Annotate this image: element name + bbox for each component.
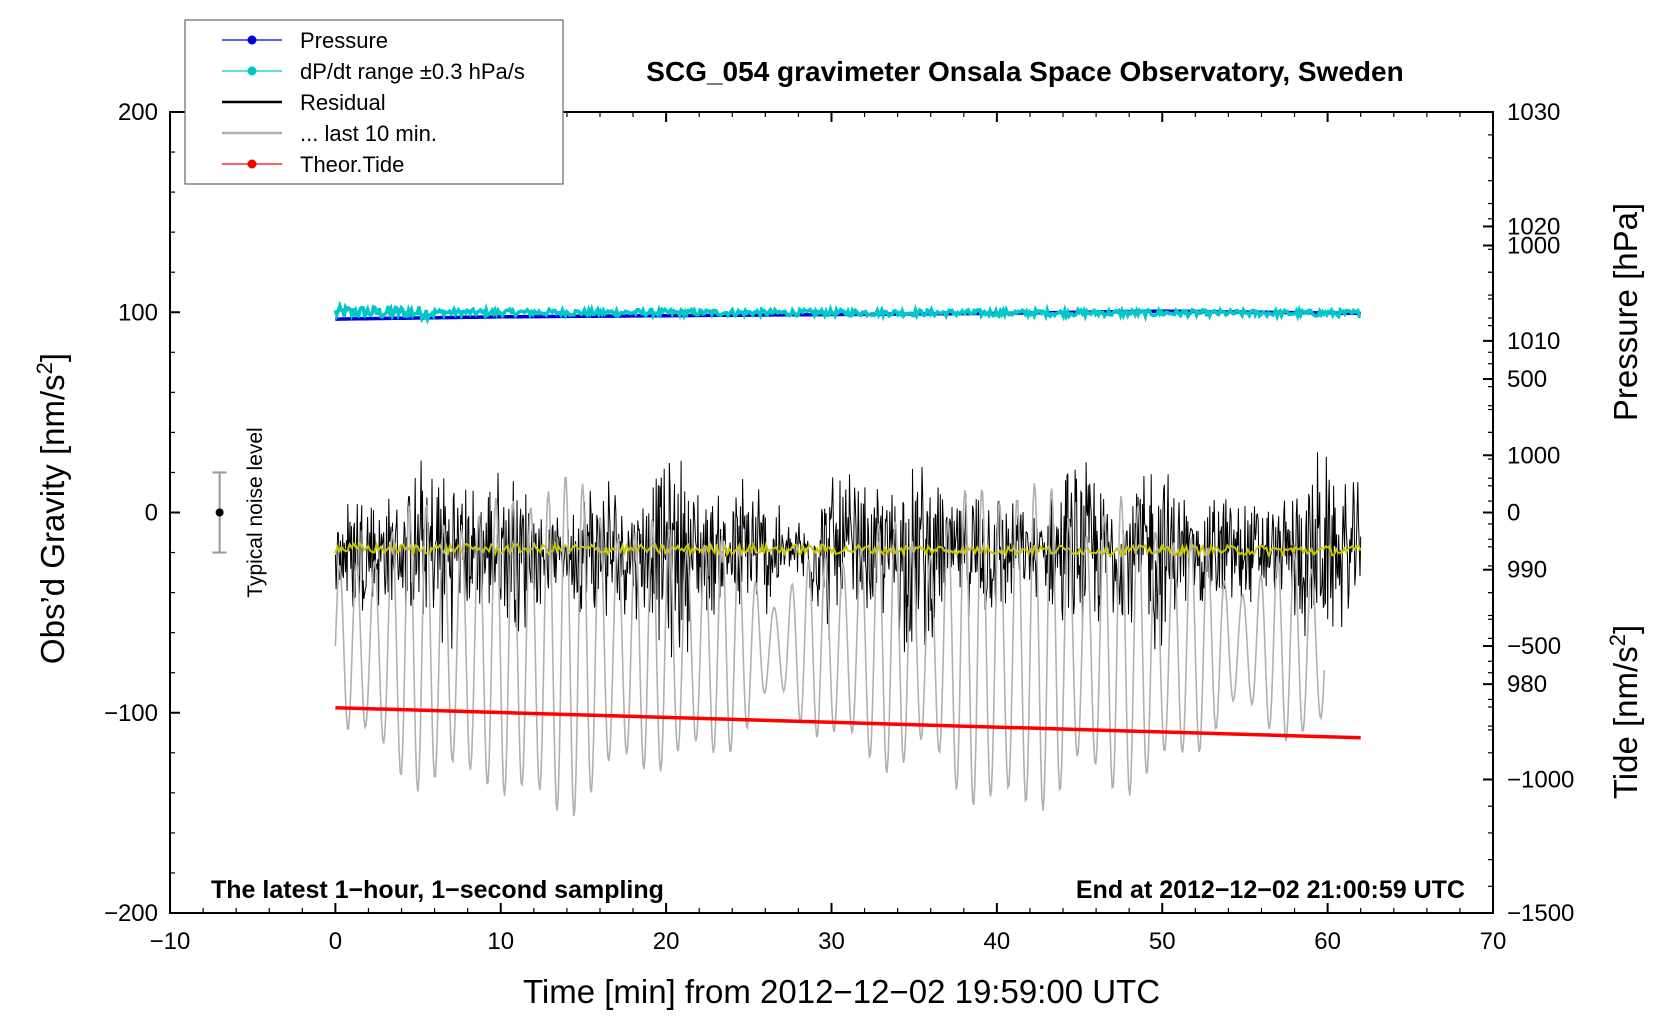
pressure-tick-label: 1030 xyxy=(1507,99,1560,126)
tide-tick-label: −1000 xyxy=(1507,767,1574,794)
tide-tick-label: −500 xyxy=(1507,633,1561,660)
y-left-tick-label: 0 xyxy=(145,500,158,527)
pressure-axis-label: Pressure [hPa] xyxy=(1607,203,1644,421)
x-tick-label: 50 xyxy=(1149,928,1176,955)
legend-entry-label: ... last 10 min. xyxy=(300,121,437,146)
tide-axis-label: Tide [nm/s2] xyxy=(1605,625,1644,799)
y-left-tick-label: −100 xyxy=(104,700,158,727)
y-left-tick-label: −200 xyxy=(104,900,158,927)
x-tick-label: 70 xyxy=(1480,928,1507,955)
tide-tick-label: −1500 xyxy=(1507,900,1574,927)
x-tick-label: −10 xyxy=(150,928,191,955)
y-left-axis-label: Obs’d Gravity [nm/s2] xyxy=(32,353,71,664)
x-tick-label: 0 xyxy=(329,928,342,955)
legend-swatch-marker xyxy=(247,35,257,45)
sampling-note: The latest 1−hour, 1−second sampling xyxy=(211,876,664,904)
legend-entry-label: Pressure xyxy=(300,28,388,53)
x-tick-label: 20 xyxy=(653,928,680,955)
axes-layer: −10 0 10 20 30 40 50 60 70−200−10001002009809901… xyxy=(104,99,1574,955)
series-residual xyxy=(334,452,1362,658)
series-theoretical-tide xyxy=(335,705,1361,740)
series-last-10-min xyxy=(334,476,1326,817)
noise-level-label: Typical noise level xyxy=(244,427,267,597)
pressure-tick-label: 990 xyxy=(1507,557,1547,584)
legend-entry-label: dP/dt range ±0.3 hPa/s xyxy=(300,59,525,84)
legend: Pressure dP/dt range ±0.3 hPa/s Residual..… xyxy=(184,19,564,185)
pressure-tick-label: 1020 xyxy=(1507,213,1560,240)
y-left-tick-label: 100 xyxy=(118,299,158,326)
chart-title: SCG_054 gravimeter Onsala Space Observat… xyxy=(646,56,1403,87)
x-tick-label: 40 xyxy=(984,928,1011,955)
y-left-tick-label: 200 xyxy=(118,99,158,126)
pressure-tick-label: 1000 xyxy=(1507,442,1560,469)
x-tick-label: 10 xyxy=(487,928,514,955)
noise-center-dot xyxy=(215,508,224,517)
tide-tick-label: 500 xyxy=(1507,366,1547,393)
legend-entry-label: Residual xyxy=(300,90,386,115)
tide-tick-label: 0 xyxy=(1507,500,1520,527)
pressure-tick-label: 1010 xyxy=(1507,328,1560,355)
series-layer xyxy=(333,300,1362,817)
noise-indicator: Typical noise level xyxy=(212,427,267,598)
series-dpdt xyxy=(333,300,1361,326)
tide-tick-label: 1000 xyxy=(1507,233,1560,260)
end-time-note: End at 2012−12−02 21:00:59 UTC xyxy=(1076,876,1465,904)
legend-swatch-marker xyxy=(247,66,257,76)
x-axis-label: Time [min] from 2012−12−02 19:59:00 UTC xyxy=(523,973,1160,1010)
x-tick-label: 30 xyxy=(818,928,845,955)
legend-swatch-marker xyxy=(247,159,257,169)
legend-entry-label: Theor.Tide xyxy=(300,152,404,177)
pressure-tick-label: 980 xyxy=(1507,671,1547,698)
x-tick-label: 60 xyxy=(1314,928,1341,955)
